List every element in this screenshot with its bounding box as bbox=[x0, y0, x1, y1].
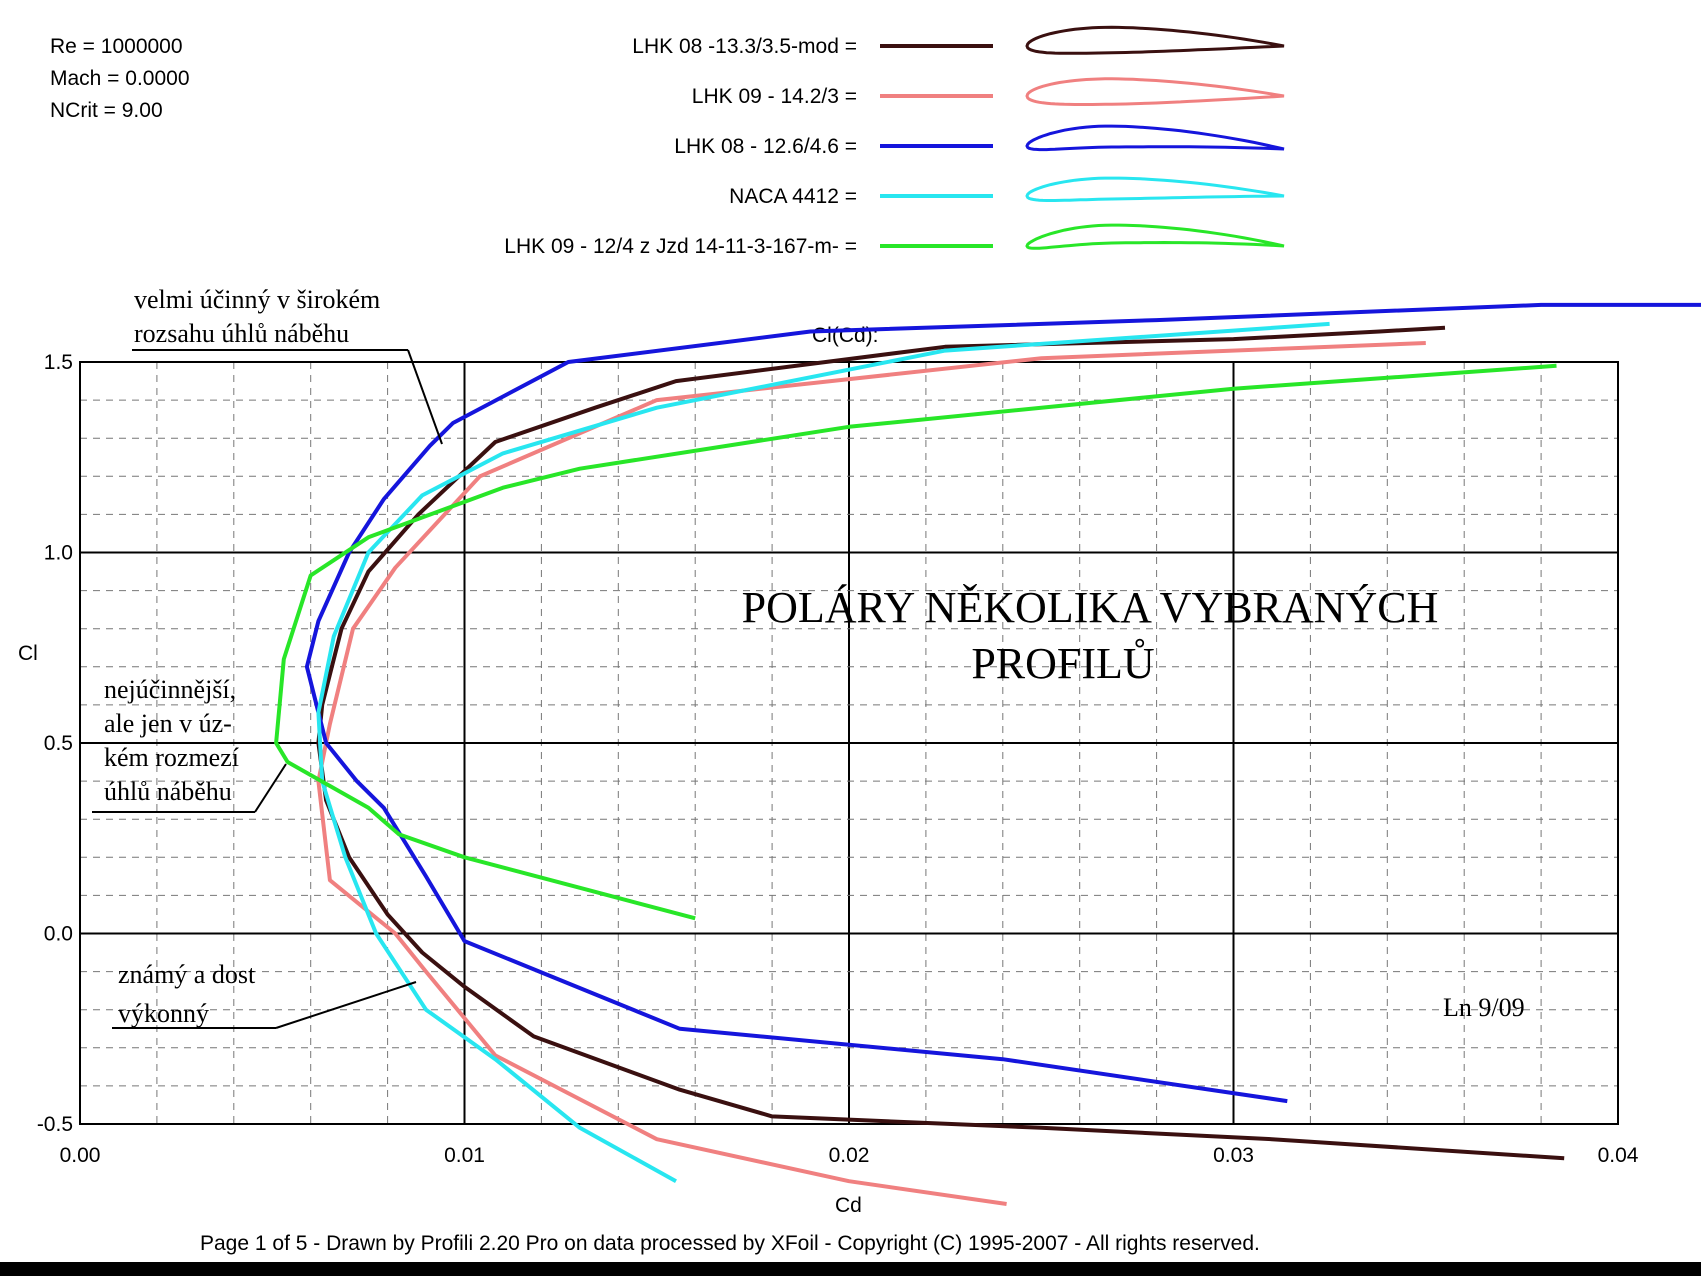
legend: LHK 08 -13.3/3.5-mod = LHK 09 - 14.2/3 = L… bbox=[504, 25, 1285, 258]
x-tick-label: 0.03 bbox=[1213, 1144, 1254, 1167]
annotation-known-pointer bbox=[275, 981, 417, 1029]
chart-title-line-2: PROFILŮ bbox=[971, 638, 1154, 688]
x-axis-label: Cd bbox=[835, 1194, 862, 1217]
legend-airfoil-4 bbox=[1025, 176, 1285, 202]
legend-label-2: LHK 09 - 14.2/3 = bbox=[692, 85, 857, 108]
legend-airfoil-1 bbox=[1025, 25, 1285, 55]
condition-ncrit: NCrit = 9.00 bbox=[50, 99, 163, 122]
chart-title-line-1: POLÁRY NĚKOLIKA VYBRANÝCH bbox=[742, 583, 1439, 632]
x-tick-labels: 0.00 0.01 0.02 0.03 0.04 bbox=[60, 1144, 1639, 1167]
series-line-4 bbox=[316, 321, 1330, 1183]
legend-label-4: NACA 4412 = bbox=[729, 185, 857, 208]
annotation-most-efficient-line-2: ale jen v úz- bbox=[104, 709, 232, 738]
legend-label-5: LHK 09 - 12/4 z Jzd 14-11-3-167-m- = bbox=[504, 235, 857, 258]
y-tick-label: -0.5 bbox=[37, 1113, 73, 1136]
annotation-most-efficient-line-3: kém rozmezí bbox=[104, 743, 239, 772]
plot-frame bbox=[79, 361, 1619, 1125]
x-tick-label: 0.00 bbox=[60, 1144, 101, 1167]
y-axis-label: Cl bbox=[18, 642, 38, 665]
legend-airfoil-5 bbox=[1025, 223, 1285, 250]
footer-credits: Page 1 of 5 - Drawn by Profili 2.20 Pro … bbox=[200, 1232, 1260, 1255]
annotation-wide-range: velmi účinný v širokém rozsahu úhlů nábě… bbox=[132, 285, 443, 445]
series-line-5 bbox=[274, 363, 1557, 921]
x-tick-label: 0.02 bbox=[829, 1144, 870, 1167]
series-line-3 bbox=[304, 302, 1701, 1104]
annotation-wide-range-line-1: velmi účinný v širokém bbox=[134, 285, 380, 314]
plot-grid bbox=[80, 362, 1618, 1124]
y-tick-label: 1.5 bbox=[44, 351, 73, 374]
annotation-wide-range-pointer bbox=[407, 349, 443, 445]
x-tick-label: 0.01 bbox=[444, 1144, 485, 1167]
annotation-most-efficient-line-1: nejúčinnější, bbox=[104, 675, 236, 704]
chart-subtitle: Cl(Cd): bbox=[812, 324, 879, 347]
chart-title: POLÁRY NĚKOLIKA VYBRANÝCH PROFILŮ bbox=[742, 583, 1439, 688]
series-lines bbox=[274, 302, 1701, 1206]
legend-airfoil-3 bbox=[1025, 124, 1285, 152]
annotation-most-efficient: nejúčinnější, ale jen v úz- kém rozmezí … bbox=[92, 675, 287, 813]
annotation-known: známý a dost výkonný bbox=[112, 960, 417, 1029]
annotation-known-line-2: výkonný bbox=[118, 999, 209, 1028]
y-tick-label: 0.5 bbox=[44, 732, 73, 755]
annotations: velmi účinný v širokém rozsahu úhlů nábě… bbox=[92, 285, 443, 1029]
x-tick-label: 0.04 bbox=[1598, 1144, 1639, 1167]
legend-label-1: LHK 08 -13.3/3.5-mod = bbox=[632, 35, 857, 58]
bottom-band bbox=[0, 1262, 1701, 1276]
annotation-most-efficient-line-4: úhlů náběhu bbox=[104, 777, 232, 806]
series-line-2 bbox=[316, 341, 1426, 1206]
signature: Ln 9/09 bbox=[1443, 993, 1525, 1022]
condition-mach: Mach = 0.0000 bbox=[50, 67, 190, 90]
legend-airfoil-2 bbox=[1025, 77, 1285, 106]
y-tick-label: 0.0 bbox=[44, 923, 73, 946]
condition-reynolds: Re = 1000000 bbox=[50, 35, 183, 58]
annotation-known-line-1: známý a dost bbox=[118, 960, 256, 989]
annotation-wide-range-line-2: rozsahu úhlů náběhu bbox=[134, 319, 349, 348]
y-tick-labels: 1.5 1.0 0.5 0.0 -0.5 bbox=[37, 351, 73, 1136]
legend-label-3: LHK 08 - 12.6/4.6 = bbox=[674, 135, 857, 158]
conditions-block: Re = 1000000 Mach = 0.0000 NCrit = 9.00 bbox=[50, 35, 190, 122]
annotation-most-efficient-pointer bbox=[254, 763, 287, 813]
y-tick-label: 1.0 bbox=[44, 542, 73, 565]
